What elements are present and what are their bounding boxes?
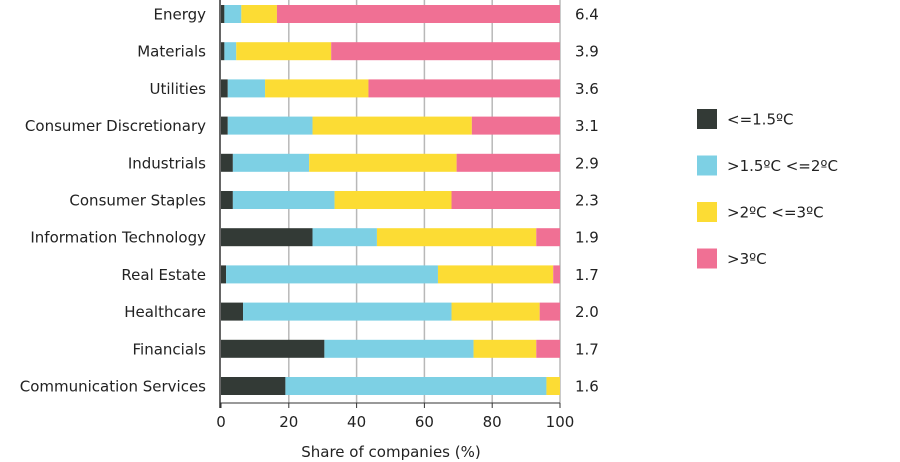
row-value-label: 1.6 [575, 378, 599, 396]
row-value-label: 1.7 [575, 340, 599, 358]
bar-segment [227, 116, 313, 135]
x-tick-label: 0 [216, 413, 226, 431]
category-label: Materials [137, 43, 206, 61]
value-labels: 6.4 3.9 3.6 3.1 2.9 2.3 1.9 1.7 2.0 1.7 1.6 [575, 6, 599, 396]
x-axis-title: Share of companies (%) [301, 443, 480, 461]
category-label: Utilities [150, 80, 207, 98]
legend-label: >1.5ºC <=2ºC [727, 157, 838, 175]
bar-segment [221, 116, 228, 135]
row-value-label: 2.9 [575, 154, 599, 172]
legend-swatch [697, 155, 717, 176]
row-value-label: 1.9 [575, 229, 599, 247]
category-label: Industrials [128, 154, 206, 172]
bar-segment [226, 265, 438, 284]
x-tick-label: 60 [415, 413, 434, 431]
bar-segment [221, 302, 244, 321]
row-value-label: 3.9 [575, 43, 599, 61]
category-label: Consumer Staples [69, 192, 206, 210]
bar-segment [232, 153, 310, 172]
bar-segment [243, 302, 452, 321]
category-label: Real Estate [121, 266, 206, 284]
bar-segment [221, 228, 313, 247]
bar-segment [334, 191, 452, 209]
bar-segment [276, 5, 560, 23]
bar-segment [456, 153, 560, 172]
category-label: Consumer Discretionary [25, 117, 206, 135]
bar-segment [368, 79, 560, 98]
row-value-label: 6.4 [575, 6, 599, 24]
bar-segment [309, 153, 457, 172]
x-tick-label: 100 [546, 413, 575, 431]
category-label: Information Technology [30, 229, 206, 247]
bar-segment [324, 339, 474, 358]
bar-segment [224, 5, 242, 23]
bar-segment [437, 265, 554, 284]
bar-segment [236, 42, 332, 61]
bar-segment [471, 116, 560, 135]
bar-segment [539, 302, 560, 321]
row-value-label: 1.7 [575, 266, 599, 284]
row-value-label: 2.0 [575, 303, 599, 321]
category-label: Financials [133, 340, 207, 358]
bar-segment [221, 42, 225, 61]
x-tick-label: 20 [279, 413, 298, 431]
bar-segment [473, 339, 537, 358]
category-label: Communication Services [20, 378, 206, 396]
bar-segment [221, 191, 233, 209]
bar-segment [265, 79, 369, 98]
bar-segment [376, 228, 537, 247]
bar-segment [331, 42, 560, 61]
legend-label: >2ºC <=3ºC [727, 204, 824, 222]
legend-label: >3ºC [727, 250, 767, 268]
bar-segment [221, 339, 325, 358]
row-value-label: 3.1 [575, 117, 599, 135]
legend: <=1.5ºC >1.5ºC <=2ºC >2ºC <=3ºC >3ºC [697, 109, 838, 269]
bar-segment [221, 153, 233, 172]
bar-segment [536, 339, 560, 358]
x-tick-label: 40 [347, 413, 366, 431]
legend-swatch [697, 248, 717, 269]
bar-segment [451, 302, 540, 321]
bar-segment [546, 377, 560, 395]
bar-segment [285, 377, 547, 395]
legend-label: <=1.5ºC [727, 111, 794, 129]
bar-segment [451, 191, 560, 209]
category-label: Healthcare [124, 303, 206, 321]
bar-segment [224, 42, 237, 61]
category-labels: Energy Materials Utilities Consumer Discret… [20, 6, 206, 396]
row-value-label: 3.6 [575, 80, 599, 98]
bars [221, 5, 560, 395]
bar-segment [232, 191, 335, 209]
bar-segment [221, 377, 286, 395]
bar-segment [221, 265, 227, 284]
bar-segment [553, 265, 560, 284]
row-value-label: 2.3 [575, 192, 599, 210]
category-label: Energy [153, 6, 206, 24]
bar-segment [312, 228, 377, 247]
bar-segment [312, 116, 472, 135]
bar-segment [241, 5, 277, 23]
legend-swatch [697, 202, 717, 222]
legend-swatch [697, 109, 717, 129]
x-axis: 0 20 40 60 80 100 [216, 0, 574, 431]
x-tick-label: 80 [483, 413, 502, 431]
bar-segment [221, 79, 228, 98]
bar-segment [227, 79, 266, 98]
bar-segment [221, 5, 225, 23]
bar-segment [536, 228, 560, 247]
